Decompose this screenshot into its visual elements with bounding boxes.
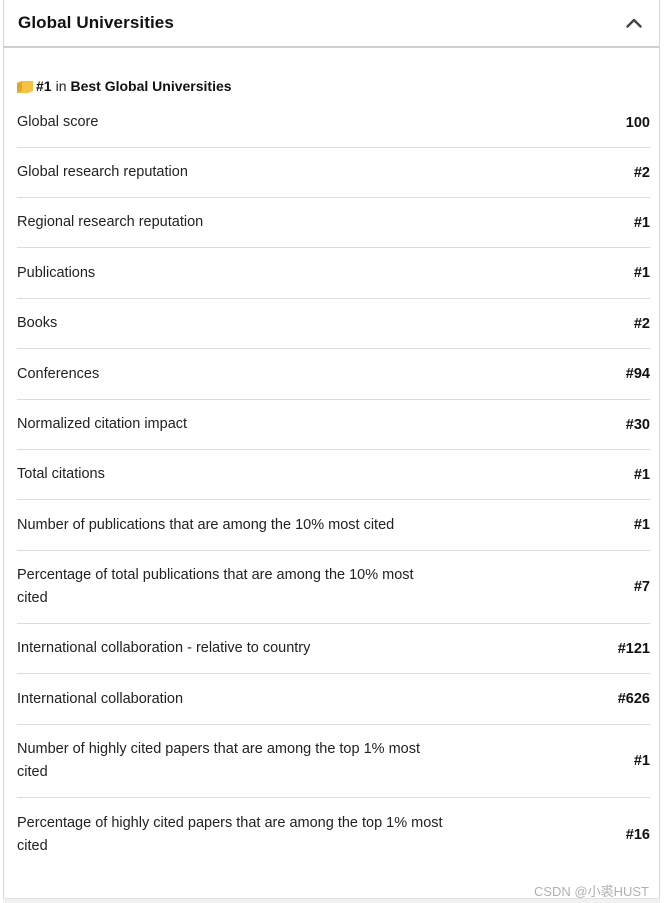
indicator-label: Total citations bbox=[17, 466, 105, 482]
indicator-value: #626 bbox=[617, 691, 650, 707]
indicator-label: International collaboration - relative t… bbox=[17, 640, 311, 656]
indicator-list: Global score 100 Global research reputatio… bbox=[17, 98, 650, 871]
indicator-label: Percentage of highly cited papers that a… bbox=[17, 814, 443, 854]
indicator-label: Conferences bbox=[17, 365, 100, 382]
indicator-row: Number of highly cited papers that are a… bbox=[17, 725, 650, 798]
indicator-value: #1 bbox=[633, 214, 650, 231]
ranking-badge-icon bbox=[17, 80, 33, 93]
indicator-label: Percentage of total publications that ar… bbox=[17, 567, 414, 606]
indicator-row: Percentage of highly cited papers that a… bbox=[17, 798, 650, 871]
indicator-label: Publications bbox=[17, 264, 96, 281]
indicator-row: Books #2 bbox=[17, 299, 650, 349]
indicator-row: Percentage of total publications that ar… bbox=[17, 551, 650, 624]
indicator-value: #1 bbox=[633, 265, 650, 281]
indicator-label: Number of highly cited papers that are a… bbox=[17, 741, 420, 780]
indicator-value: 100 bbox=[625, 114, 650, 131]
indicator-row: Regional research reputation #1 bbox=[17, 198, 650, 248]
indicator-label: Normalized citation impact bbox=[17, 416, 188, 432]
indicator-value: #1 bbox=[633, 517, 650, 533]
global-universities-card: Global Universities #1 in Best Global Un… bbox=[3, 0, 660, 903]
indicator-label: Books bbox=[17, 315, 58, 331]
indicator-value: #121 bbox=[617, 640, 650, 657]
indicator-label: Regional research reputation bbox=[17, 214, 204, 230]
indicator-row: Total citations #1 bbox=[17, 450, 650, 500]
indicator-row: Number of publications that are among th… bbox=[17, 500, 650, 551]
indicator-row: International collaboration - relative t… bbox=[17, 624, 650, 674]
indicator-label: Number of publications that are among th… bbox=[17, 516, 395, 533]
ranking-summary: #1 in Best Global Universities bbox=[17, 78, 232, 94]
rank-in-text: in bbox=[55, 78, 67, 94]
indicator-value: #1 bbox=[633, 753, 650, 769]
ranking-list-link[interactable]: Best Global Universities bbox=[70, 78, 232, 94]
indicator-value: #2 bbox=[633, 315, 650, 332]
bottom-divider bbox=[3, 898, 660, 903]
indicator-value: #2 bbox=[633, 164, 650, 181]
indicator-row: Normalized citation impact #30 bbox=[17, 400, 650, 450]
indicator-row: Global score 100 bbox=[17, 98, 650, 148]
card-header[interactable]: Global Universities bbox=[4, 0, 659, 48]
indicator-label: International collaboration bbox=[17, 690, 184, 707]
watermark: CSDN @小裘HUST bbox=[533, 884, 649, 899]
indicator-value: #16 bbox=[625, 826, 650, 843]
indicator-value: #30 bbox=[625, 416, 650, 433]
indicator-row: Global research reputation #2 bbox=[17, 148, 650, 198]
indicator-value: #7 bbox=[633, 579, 650, 595]
indicator-label: Global research reputation bbox=[17, 164, 188, 180]
rank-number: #1 bbox=[36, 78, 52, 94]
indicator-row: Publications #1 bbox=[17, 248, 650, 299]
indicator-row: International collaboration #626 bbox=[17, 674, 650, 725]
indicator-label: Global score bbox=[17, 114, 99, 130]
indicator-row: Conferences #94 bbox=[17, 349, 650, 400]
card-title: Global Universities bbox=[18, 13, 174, 32]
indicator-value: #1 bbox=[633, 466, 650, 483]
indicator-value: #94 bbox=[625, 366, 650, 382]
chevron-up-icon[interactable] bbox=[623, 12, 645, 34]
